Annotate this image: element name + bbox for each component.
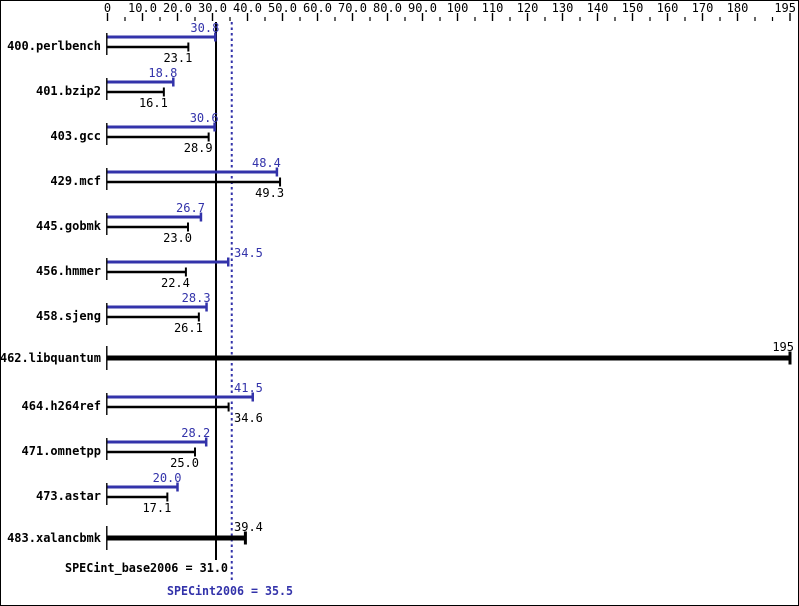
- axis-tick-label: 90.0: [408, 1, 437, 15]
- axis-tick-label: 100: [447, 1, 469, 15]
- benchmark-label: 464.h264ref: [22, 399, 101, 413]
- axis-tick-label: 140: [587, 1, 609, 15]
- axis-tick-label: 10.0: [128, 1, 157, 15]
- benchmark-row: 403.gcc 30.6 28.9: [50, 111, 218, 155]
- value-label: 20.0: [153, 471, 182, 485]
- benchmark-row: 456.hmmer 34.5 22.4: [36, 246, 263, 290]
- value-label: 25.0: [170, 456, 199, 470]
- axis-tick-label: 180: [727, 1, 749, 15]
- benchmark-row: 400.perlbench 30.8 23.1: [7, 21, 219, 65]
- value-label: 49.3: [255, 186, 284, 200]
- axis-tick-label: 70.0: [338, 1, 367, 15]
- value-label: 39.4: [234, 520, 263, 534]
- benchmark-row: 464.h264ref 41.5 34.6: [22, 381, 263, 425]
- axis-tick-label: 20.0: [163, 1, 192, 15]
- benchmark-label: 483.xalancbmk: [7, 531, 102, 545]
- benchmark-label: 458.sjeng: [36, 309, 101, 323]
- value-label: 26.7: [176, 201, 205, 215]
- value-label: 30.6: [190, 111, 219, 125]
- axis-tick-label: 120: [517, 1, 539, 15]
- value-label: 17.1: [142, 501, 171, 515]
- value-label: 34.6: [234, 411, 263, 425]
- value-label: 48.4: [252, 156, 281, 170]
- axis-tick-label: 160: [657, 1, 679, 15]
- value-label: 28.9: [184, 141, 213, 155]
- value-label: 23.0: [163, 231, 192, 245]
- benchmark-row: 445.gobmk 26.7 23.0: [36, 201, 205, 245]
- axis-tick-label: 40.0: [233, 1, 262, 15]
- axis-tick-label: 60.0: [303, 1, 332, 15]
- benchmark-label: 456.hmmer: [36, 264, 101, 278]
- benchmark-row: 429.mcf 48.4 49.3: [50, 156, 284, 200]
- value-label: 18.8: [148, 66, 177, 80]
- value-label: 22.4: [161, 276, 190, 290]
- value-label: 28.2: [181, 426, 210, 440]
- benchmark-row: 473.astar 20.0 17.1: [36, 471, 182, 515]
- benchmark-label: 429.mcf: [50, 174, 101, 188]
- value-label: 30.8: [190, 21, 219, 35]
- axis-tick-label: 80.0: [373, 1, 402, 15]
- benchmark-label: 473.astar: [36, 489, 101, 503]
- value-label: 34.5: [234, 246, 263, 260]
- benchmark-row: 458.sjeng 28.3 26.1: [36, 291, 211, 335]
- benchmark-label: 471.omnetpp: [22, 444, 101, 458]
- value-label: 26.1: [174, 321, 203, 335]
- benchmark-label: 462.libquantum: [0, 351, 101, 365]
- value-label: 195: [772, 340, 794, 354]
- axis-tick-label: 130: [552, 1, 574, 15]
- axis-tick-label: 0: [104, 1, 111, 15]
- benchmark-row: 483.xalancbmk 39.4: [7, 520, 263, 550]
- benchmark-row: 401.bzip2 18.8 16.1: [36, 66, 177, 110]
- axis-tick-label: 195: [774, 1, 796, 15]
- benchmark-row: 462.libquantum 195: [0, 340, 794, 370]
- value-label: 41.5: [234, 381, 263, 395]
- base-summary-text: SPECint_base2006 = 31.0: [65, 560, 228, 576]
- benchmark-label: 401.bzip2: [36, 84, 101, 98]
- x-axis: 0 10.0 20.0 30.0 40.0 50.0 60.0 70.0 80.0 90.0 100…: [104, 1, 796, 21]
- value-label: 16.1: [139, 96, 168, 110]
- axis-tick-label: 170: [692, 1, 714, 15]
- peak-summary-text: SPECint2006 = 35.5: [167, 583, 293, 598]
- benchmark-label: 403.gcc: [50, 129, 101, 143]
- benchmark-label: 400.perlbench: [7, 39, 101, 53]
- axis-tick-label: 150: [622, 1, 644, 15]
- value-label: 23.1: [163, 51, 192, 65]
- axis-tick-label: 50.0: [268, 1, 297, 15]
- axis-tick-label: 110: [482, 1, 504, 15]
- axis-tick-label: 30.0: [198, 1, 227, 15]
- benchmark-label: 445.gobmk: [36, 219, 102, 233]
- benchmark-row: 471.omnetpp 28.2 25.0: [22, 426, 211, 470]
- value-label: 28.3: [182, 291, 211, 305]
